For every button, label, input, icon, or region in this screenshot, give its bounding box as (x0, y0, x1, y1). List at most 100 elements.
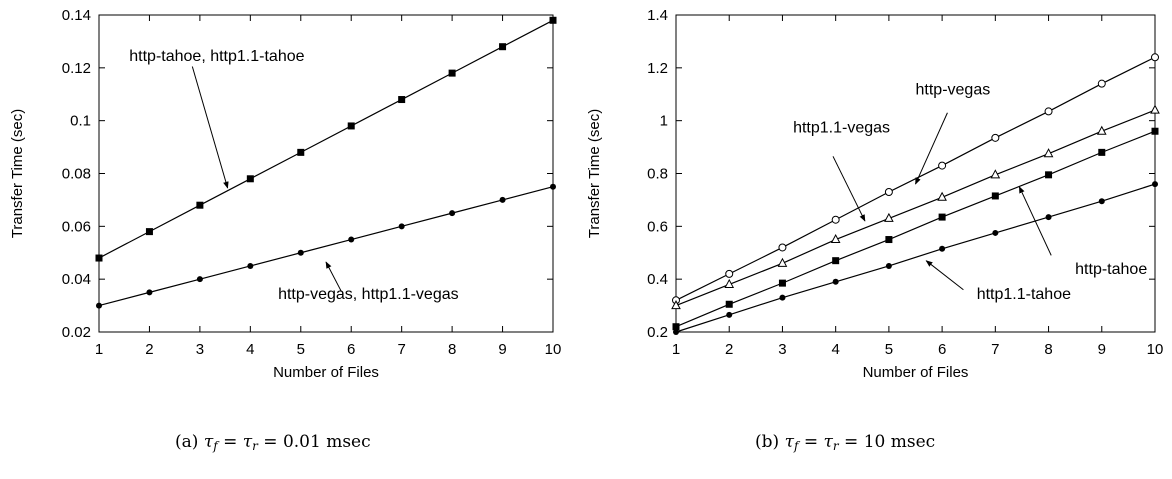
data-point-b-4 (673, 329, 679, 335)
data-point-a-2 (96, 302, 102, 309)
data-point-b-2 (830, 233, 841, 244)
annotation-arrow-b-1 (915, 112, 948, 185)
data-point-a-1 (246, 175, 254, 183)
annotation-label-a-1: http-tahoe, http1.1-tahoe (129, 48, 304, 65)
y-tick-label: 0.8 (647, 166, 668, 183)
data-point-b-4 (992, 229, 999, 236)
data-point-b-1 (1097, 79, 1106, 88)
annotation-label-b-2: http1.1-vegas (793, 120, 890, 137)
data-point-a-1 (145, 228, 153, 236)
x-tick-label: 10 (1147, 341, 1164, 358)
data-point-b-4 (885, 262, 892, 269)
data-point-b-4 (726, 311, 733, 318)
data-point-b-3 (1098, 148, 1106, 156)
x-tick-label: 2 (145, 341, 153, 358)
annotation-label-a-2: http-vegas, http1.1-vegas (278, 286, 459, 303)
annotation-arrow-b-3 (1018, 186, 1052, 256)
annotation-arrow-b-2 (832, 156, 866, 222)
plot-frame-b (675, 14, 1156, 333)
data-point-b-2 (777, 257, 788, 267)
data-point-b-2 (884, 212, 894, 222)
annotation-label-b-4: http1.1-tahoe (977, 286, 1071, 303)
caption-a-formula: τf = τr = (203, 432, 283, 453)
x-tick-label: 8 (1044, 341, 1052, 358)
y-tick-label: 0.12 (62, 60, 91, 77)
data-point-b-1 (725, 269, 734, 278)
x-tick-label: 1 (672, 341, 680, 358)
x-tick-label: 10 (545, 341, 562, 358)
data-point-b-2 (724, 278, 735, 288)
annotation-arrow-b-4 (925, 260, 964, 291)
y-axis-label: Transfer Time (sec) (586, 109, 603, 238)
y-tick-label: 0.06 (62, 218, 91, 235)
data-point-a-1 (297, 148, 305, 156)
data-point-a-2 (247, 262, 254, 269)
data-point-b-1 (991, 133, 1000, 142)
data-point-a-2 (499, 196, 506, 203)
data-point-b-4 (1045, 214, 1052, 221)
caption-a-label: (a) (175, 432, 199, 452)
data-point-b-2 (1043, 148, 1054, 158)
y-tick-label: 0.1 (70, 113, 91, 130)
caption-a-value: 0.01 msec (282, 432, 371, 452)
y-tick-label: 0.08 (62, 166, 91, 183)
data-point-b-3 (1045, 171, 1053, 179)
x-tick-label: 4 (831, 341, 839, 358)
data-point-b-2 (1150, 104, 1160, 114)
annotation-label-b-1: http-vegas (916, 81, 991, 98)
data-point-a-1 (196, 201, 204, 209)
y-tick-label: 0.04 (62, 271, 91, 288)
data-point-a-1 (347, 122, 355, 130)
x-tick-label: 2 (725, 341, 733, 358)
data-point-b-4 (1152, 181, 1158, 188)
caption-b-formula: τf = τr = (784, 432, 864, 453)
data-point-b-3 (991, 192, 999, 200)
data-point-a-2 (297, 249, 304, 256)
data-point-b-3 (885, 236, 893, 244)
x-tick-label: 6 (347, 341, 355, 358)
x-tick-label: 5 (297, 341, 305, 358)
data-point-a-2 (146, 289, 153, 296)
data-point-b-2 (990, 169, 1001, 179)
data-point-a-2 (449, 210, 456, 217)
chart-b: 1 2 3 4 5 6 7 8 9 10 0.2 0.4 0.6 0.8 1 1.2 1.4 Number of … (586, 7, 1163, 381)
x-tick-label: 7 (397, 341, 405, 358)
data-point-b-4 (939, 245, 946, 252)
data-point-a-1 (549, 16, 557, 24)
caption-b: (b) τf = τr = 10 msec (755, 432, 935, 453)
series-line-b-3 (675, 130, 1156, 328)
x-tick-label: 7 (991, 341, 999, 358)
data-point-b-1 (884, 187, 893, 196)
chart-a: 1 2 3 4 5 6 7 8 9 10 0.02 0.04 0.06 0.08 0.1 0.12 0.14 Nu… (9, 7, 561, 381)
y-tick-label: 1 (660, 113, 668, 130)
data-point-b-1 (778, 243, 787, 252)
data-point-a-2 (398, 223, 405, 230)
data-point-b-3 (832, 257, 840, 265)
series-line-a-2 (98, 186, 554, 307)
data-point-b-1 (1151, 53, 1159, 62)
caption-b-value: 10 msec (863, 432, 936, 452)
x-tick-label: 5 (885, 341, 893, 358)
data-point-b-3 (672, 323, 680, 331)
data-point-a-2 (550, 183, 556, 190)
x-tick-label: 4 (246, 341, 254, 358)
data-point-b-2 (671, 300, 681, 310)
x-axis-label: Number of Files (273, 364, 379, 381)
data-point-a-1 (448, 69, 456, 77)
x-axis-label: Number of Files (863, 364, 969, 381)
annotation-label-b-3: http-tahoe (1075, 261, 1147, 278)
data-point-b-1 (1044, 107, 1053, 116)
series-line-a-1 (98, 19, 554, 259)
x-tick-label: 1 (95, 341, 103, 358)
y-tick-label: 0.14 (62, 7, 91, 24)
x-tick-label: 8 (448, 341, 456, 358)
data-point-b-2 (1096, 125, 1107, 135)
data-point-b-3 (938, 213, 946, 221)
annotation-arrow-a-1 (191, 66, 229, 189)
annotation-arrow-a-2 (325, 261, 342, 292)
series-line-b-4 (675, 183, 1156, 333)
y-tick-label: 0.4 (647, 271, 668, 288)
data-point-b-2 (937, 191, 947, 201)
data-point-a-2 (348, 236, 355, 243)
